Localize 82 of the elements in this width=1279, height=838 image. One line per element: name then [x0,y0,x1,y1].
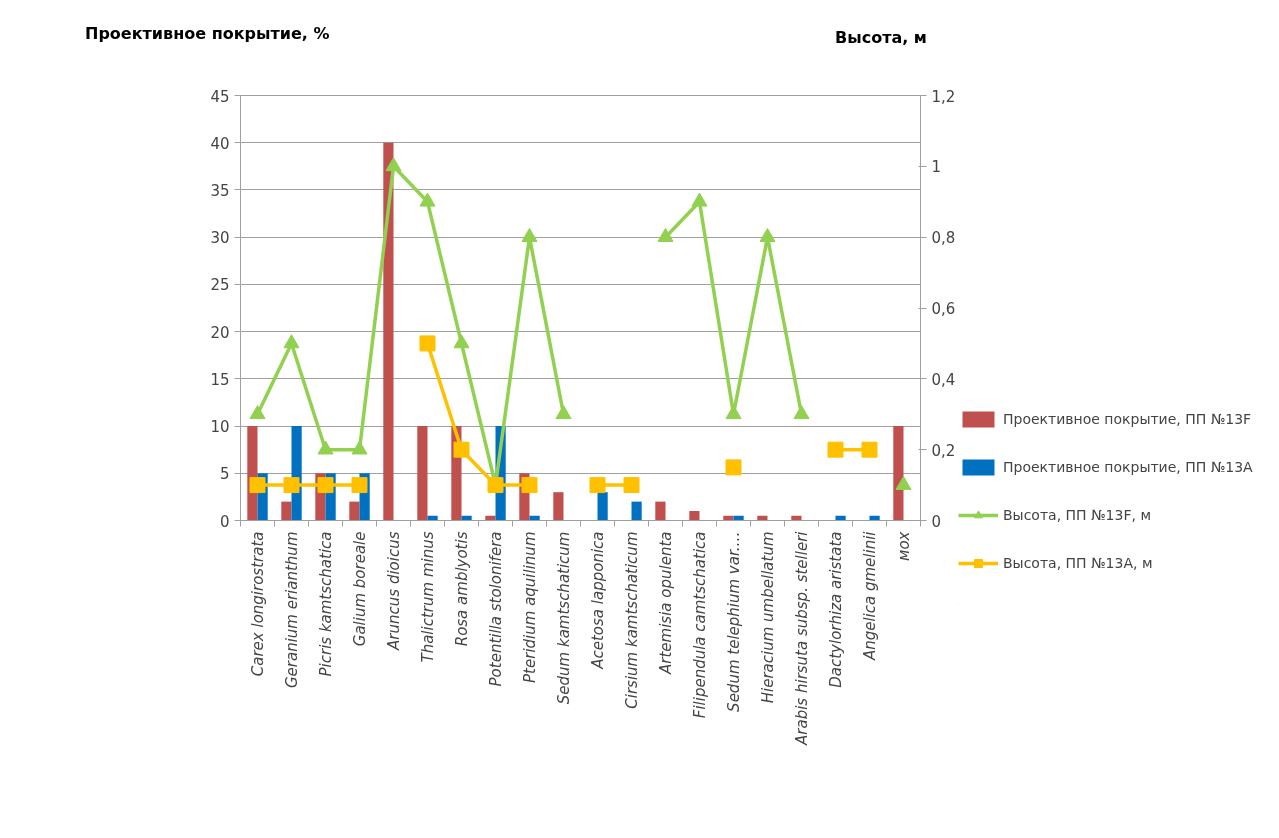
point [589,477,606,494]
point [283,334,300,349]
point [657,228,674,242]
y2-tick-label: 1,2 [931,87,956,106]
x-tick-label: Hieracium umbellatum [758,531,777,704]
bar [631,501,642,521]
point [453,441,470,458]
point [249,477,266,494]
point [419,335,436,352]
bar [689,511,700,521]
point [283,477,300,494]
point [351,440,368,455]
bar [281,501,292,521]
y2-tick-label: 0 [931,512,942,531]
y2-tick-label: 0,4 [931,370,956,389]
bar [349,501,360,521]
y-tick-label: 45 [210,87,230,106]
y2-tick-label: 0,6 [931,300,956,318]
y2-axis-title: Высота, м [835,27,927,49]
y-tick-label: 20 [210,323,230,342]
y-axis-title: Проективное покрытие, % [85,23,330,45]
legend-label: Высота, ПП №13А, м [1003,555,1153,571]
x-tick-label: Angelica gmelinii [860,530,879,662]
y-tick-label: 40 [210,134,230,153]
point [759,228,776,242]
point [861,441,878,458]
x-tick-label: Rosa amblyotis [452,531,471,647]
bar [597,492,608,521]
y-tick-label: 25 [210,276,230,295]
point [793,405,810,420]
bar [791,515,802,521]
x-tick-label: Galium boreale [350,531,369,647]
point [691,192,708,207]
x-tick-label: Acetosa lapponica [588,531,607,670]
point [249,405,266,420]
x-tick-label: Cirsium kamtschaticum [622,531,641,709]
bar [893,426,904,521]
x-tick-label: Filipendula camtschatica [690,531,709,719]
point [453,334,470,349]
x-tick-label: мох [894,531,913,561]
y-tick-label: 0 [219,512,230,531]
bar [417,426,428,521]
point [725,459,742,476]
bar [723,515,734,521]
point [351,477,368,494]
point [317,440,334,455]
y2-tick-label: 0,2 [931,441,956,460]
bar [485,515,496,521]
x-tick-label: Sedum telephium var.… [724,531,743,712]
y-tick-label: 5 [219,465,230,484]
point [385,157,402,172]
point [827,441,844,458]
y-tick-label: 35 [210,181,230,200]
bar [757,515,768,521]
point [317,477,334,494]
point [487,477,504,494]
x-tick-label: Thalictrum minus [418,531,437,663]
point [521,228,538,242]
point [521,477,538,494]
x-tick-label: Sedum kamtschaticum [554,531,573,705]
x-tick-label: Picris kamtschatica [316,531,335,677]
legend-label: Высота, ПП №13F, м [1003,507,1151,523]
y-tick-label: 10 [210,418,230,437]
bar [553,492,564,521]
x-tick-label: Dactylorhiza aristata [826,531,845,688]
point [623,477,640,494]
y-tick-label: 15 [210,370,230,389]
x-tick-label: Potentilla stolonifera [486,531,505,687]
x-tick-label: Arabis hirsuta subsp. stelleri [792,530,811,746]
x-tick-label: Geranium erianthum [282,531,301,689]
bar [655,501,666,521]
x-tick-label: Artemisia opulenta [656,531,675,675]
x-tick-label: Aruncus dioicus [384,531,403,651]
y-tick-label: 30 [210,229,230,248]
x-tick-label: Carex longirostrata [248,531,267,677]
legend-label: Проективное покрытие, ПП №13А [1003,459,1253,475]
point [555,405,572,420]
legend-label: Проективное покрытие, ПП №13F [1003,411,1252,427]
point [419,192,436,207]
x-tick-label: Pteridium aquilinum [520,531,539,683]
y2-tick-label: 1 [931,158,942,177]
y2-tick-label: 0,8 [931,229,956,248]
